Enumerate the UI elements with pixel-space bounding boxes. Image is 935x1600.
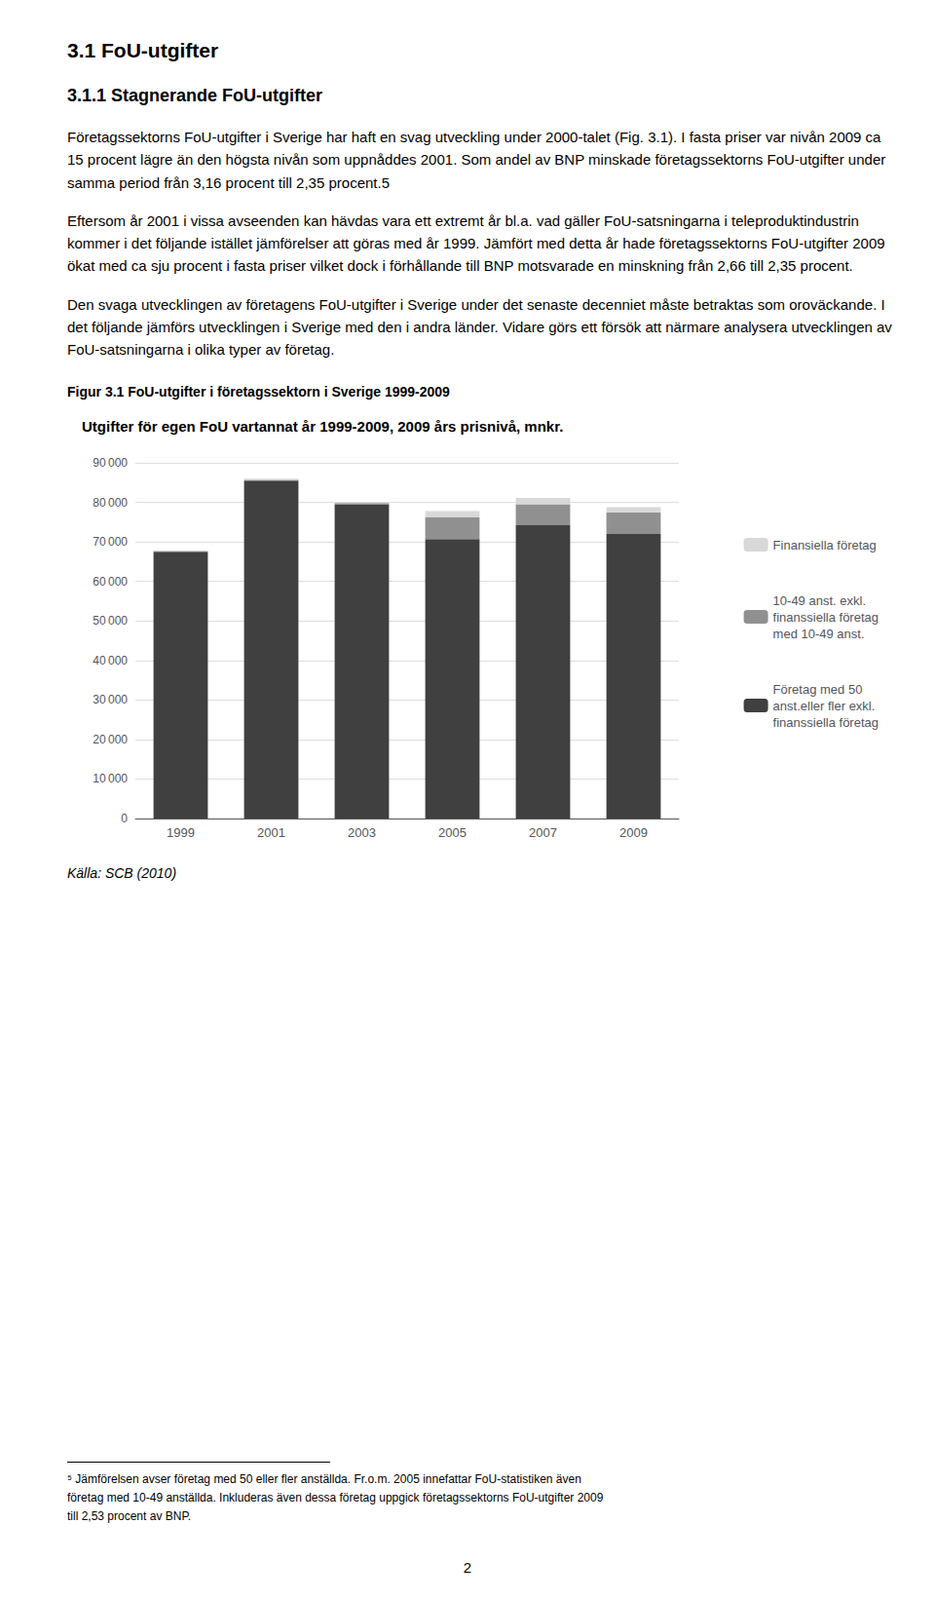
html-text:Den svaga utvecklingen av före: Den svaga utvecklingen av företagens FoU… — [67, 295, 893, 358]
svg-text:80 000: 80 000 — [92, 495, 128, 510]
html-text:till 2,53 procent av BNP.: till 2,53 procent av BNP. — [67, 1509, 192, 1523]
html-text:Figur 3.1 FoU-utgifter i föret: Figur 3.1 FoU-utgifter i företagssektorn… — [67, 384, 450, 400]
svg-text:40 000: 40 000 — [92, 653, 128, 668]
svg-text:2007: 2007 — [528, 824, 558, 840]
svg-text:70 000: 70 000 — [92, 534, 128, 549]
svg-text:10 000: 10 000 — [92, 772, 128, 786]
svg-text:Utgifter för egen FoU vartanna: Utgifter för egen FoU vartannat år 1999-… — [81, 417, 563, 435]
svg-text:med 10-49 anst.: med 10-49 anst. — [773, 626, 865, 641]
html-text:Källa: SCB (2010): Källa: SCB (2010) — [67, 865, 177, 881]
html-text:3.1.1 Stagnerande FoU-utgifter: 3.1.1 Stagnerande FoU-utgifter — [67, 85, 323, 106]
svg-text:finanssiella företag: finanssiella företag — [773, 609, 879, 625]
svg-text:Företag med 50: Företag med 50 — [773, 681, 863, 697]
html-text:Eftersom år 2001 i vissa avsee: Eftersom år 2001 i vissa avseenden kan h… — [67, 212, 885, 274]
svg-text:50 000: 50 000 — [92, 613, 128, 628]
svg-text:0: 0 — [120, 811, 128, 825]
html-text:⁵ Jämförelsen avser företag me: ⁵ Jämförelsen avser företag med 50 eller… — [67, 1471, 582, 1486]
svg-text:anst.eller fler exkl.: anst.eller fler exkl. — [773, 698, 876, 713]
html-text:Företagssektorns FoU-utgifter: Företagssektorns FoU-utgifter i Sverige … — [67, 128, 886, 191]
svg-text:Finansiella företag: Finansiella företag — [773, 537, 877, 553]
html-text:2: 2 — [463, 1558, 472, 1575]
svg-text:30 000: 30 000 — [92, 693, 128, 708]
svg-text:20 000: 20 000 — [92, 732, 128, 747]
html-text:företag med 10-49 anställda. I: företag med 10-49 anställda. Inkluderas … — [67, 1490, 604, 1504]
svg-text:90 000: 90 000 — [92, 455, 128, 470]
html-text:3.1 FoU-utgifter: 3.1 FoU-utgifter — [67, 38, 219, 62]
svg-text:finanssiella företag: finanssiella företag — [773, 714, 879, 730]
svg-text:2001: 2001 — [257, 824, 286, 840]
svg-text:2003: 2003 — [347, 824, 376, 840]
svg-text:2005: 2005 — [438, 824, 467, 840]
svg-text:1999: 1999 — [166, 824, 195, 840]
svg-text:60 000: 60 000 — [92, 574, 128, 589]
svg-text:2009: 2009 — [619, 824, 648, 840]
svg-text:10-49 anst. exkl.: 10-49 anst. exkl. — [773, 593, 866, 608]
